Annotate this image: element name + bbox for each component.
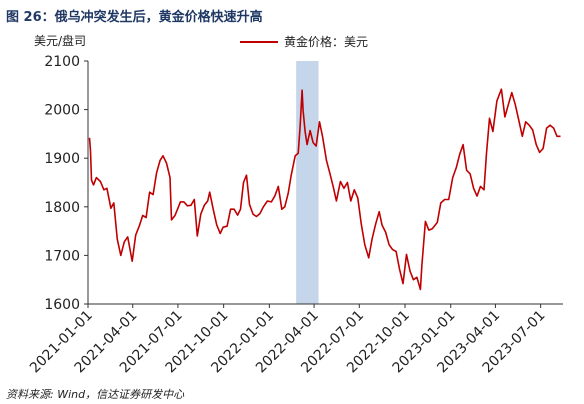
y-tick-label: 1800 xyxy=(44,200,80,216)
shaded-region xyxy=(296,61,319,304)
y-tick-label: 1600 xyxy=(44,297,80,313)
y-tick-label: 2000 xyxy=(44,103,80,119)
gold-price-line xyxy=(88,88,561,291)
y-axis-unit-label: 美元/盘司 xyxy=(34,34,87,48)
legend-swatch xyxy=(240,40,278,43)
source-note: 资料来源: Wind，信达证券研发中心 xyxy=(6,388,185,401)
legend-label: 黄金价格：美元 xyxy=(284,35,369,49)
y-tick-label: 1900 xyxy=(44,151,80,167)
legend: 黄金价格：美元 xyxy=(240,33,368,50)
y-tick-label: 1700 xyxy=(44,248,80,264)
y-tick-label: 2100 xyxy=(44,54,80,70)
chart-title: 图 26：俄乌冲突发生后，黄金价格快速升高 xyxy=(6,10,263,25)
